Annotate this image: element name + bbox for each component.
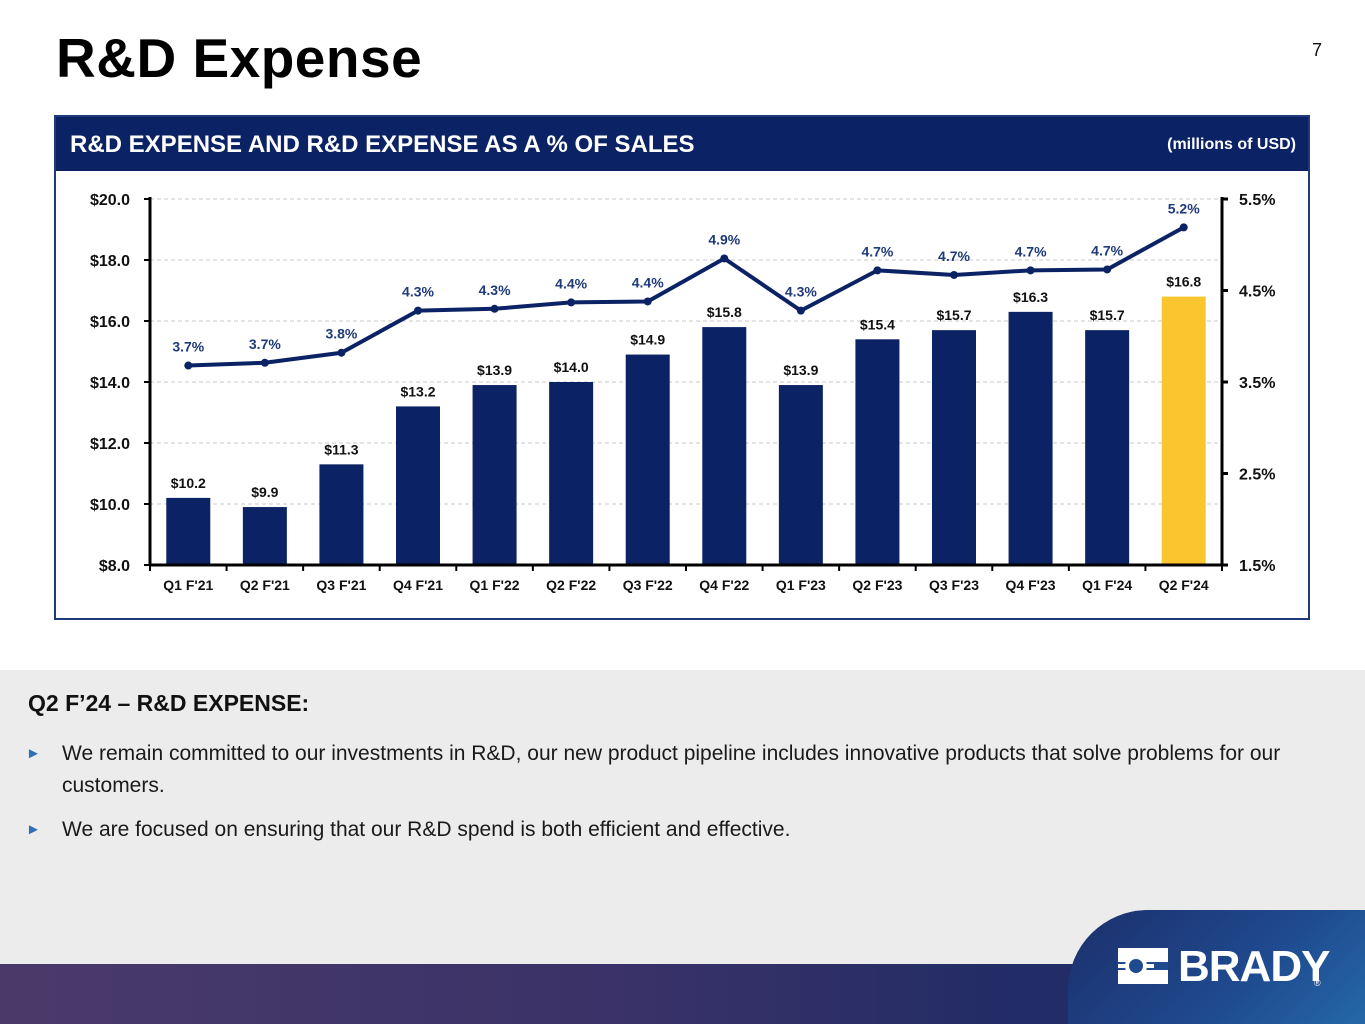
line-data-label: 4.4%: [632, 274, 664, 290]
combo-chart: $8.0 $10.0 $12.0 $14.0 $16.0 $18.0 $20.0 1.5% 2.…: [90, 192, 1276, 593]
x-tick-label: Q4 F'21: [393, 577, 443, 593]
bar-data-label: $9.9: [251, 484, 278, 500]
y-left-tick-label: $18.0: [90, 253, 130, 270]
y-right-tick-label: 2.5%: [1239, 467, 1275, 484]
bar-data-label: $15.8: [707, 304, 742, 320]
y-right-tick-label: 5.5%: [1239, 192, 1275, 209]
bar-data-label: $13.9: [477, 362, 512, 378]
bar: [1085, 330, 1130, 565]
line-point: [643, 297, 652, 306]
line-point: [260, 358, 269, 367]
line-series: [188, 225, 1185, 368]
x-tick-label: Q3 F'21: [316, 577, 366, 593]
x-tick-label: Q3 F'23: [929, 577, 979, 593]
y-right-tick-label: 1.5%: [1239, 558, 1275, 575]
line-point: [567, 298, 576, 307]
bar: [166, 497, 211, 565]
y-left-tick-label: $14.0: [90, 375, 130, 392]
line-data-label: 4.4%: [555, 275, 587, 291]
bar: [932, 330, 976, 565]
x-tick-label: Q2 F'24: [1159, 577, 1209, 593]
bar-data-label: $15.4: [860, 316, 895, 332]
bar-data-label: $15.7: [936, 307, 971, 323]
bar: [1161, 296, 1206, 565]
bar-data-label: $14.9: [630, 332, 665, 348]
line-data-label: 4.9%: [708, 231, 740, 247]
bar-data-label: $16.3: [1013, 289, 1048, 305]
line-data-label: 4.3%: [402, 284, 434, 300]
bar-data-label: $11.3: [324, 441, 358, 457]
logo-text: BRADY: [1178, 942, 1330, 991]
page-number: 7: [1312, 40, 1323, 60]
y-left-tick-label: $12.0: [90, 436, 130, 453]
slide-title: R&D Expense: [56, 27, 423, 89]
bullet-text: We remain committed to our investments i…: [62, 742, 1281, 797]
x-tick-label: Q1 F'21: [163, 577, 213, 593]
brady-logo: BRADY ®: [1118, 942, 1330, 991]
registered-mark: ®: [1314, 978, 1321, 988]
line-data-label: 3.8%: [325, 326, 357, 342]
line-data-label: 3.7%: [172, 339, 204, 355]
triangle-bullet-icon: ►: [26, 821, 41, 838]
line-data-label: 3.7%: [249, 336, 281, 352]
chart-header: R&D EXPENSE AND R&D EXPENSE AS A % OF SA…: [56, 117, 1308, 171]
line-point: [796, 306, 805, 315]
line-point: [490, 304, 499, 313]
line-data-label: 4.7%: [938, 248, 970, 264]
x-tick-label: Q2 F'21: [240, 577, 290, 593]
triangle-bullet-icon: ►: [26, 745, 41, 762]
line-data-label: 4.7%: [1015, 243, 1047, 259]
bar: [319, 464, 364, 565]
line-data-label: 5.2%: [1168, 200, 1200, 216]
bar: [778, 385, 823, 565]
x-tick-label: Q4 F'22: [699, 577, 749, 593]
x-tick-label: Q2 F'23: [852, 577, 902, 593]
x-tick-label: Q1 F'23: [776, 577, 826, 593]
line-point: [1179, 223, 1188, 232]
y-left-tick-label: $10.0: [90, 497, 130, 514]
bar: [702, 327, 747, 565]
x-tick-label: Q3 F'22: [623, 577, 673, 593]
y-left-tick-label: $16.0: [90, 314, 130, 331]
bar-data-label: $13.9: [783, 362, 818, 378]
chart-title: R&D EXPENSE AND R&D EXPENSE AS A % OF SA…: [70, 131, 695, 158]
line-point: [950, 270, 958, 279]
x-tick-label: Q4 F'23: [1006, 577, 1056, 593]
bar: [549, 382, 594, 565]
chart-units: (millions of USD): [1167, 136, 1296, 153]
bar: [1008, 311, 1053, 565]
line-data-label: 4.7%: [1091, 242, 1123, 258]
bar-data-label: $14.0: [554, 359, 589, 375]
commentary-title: Q2 F’24 – R&D EXPENSE:: [28, 690, 310, 716]
bar-data-label: $10.2: [171, 475, 206, 491]
line-point: [1026, 266, 1035, 275]
x-tick-label: Q1 F'24: [1082, 577, 1132, 593]
line-point: [414, 306, 422, 315]
brady-logo-icon: [1118, 948, 1168, 984]
bar-data-label: $15.7: [1090, 307, 1125, 323]
bar: [625, 354, 670, 565]
bar-data-label: $16.8: [1166, 274, 1201, 290]
x-tick-label: Q1 F'22: [470, 577, 520, 593]
y-left-tick-label: $8.0: [99, 558, 130, 575]
line-point: [720, 254, 729, 263]
bar: [855, 339, 900, 565]
line-point: [873, 266, 882, 275]
line-point: [337, 348, 346, 357]
bar-data-label: $13.2: [400, 383, 435, 399]
y-right-tick-label: 3.5%: [1239, 375, 1275, 392]
line-point: [1103, 265, 1112, 274]
line-data-label: 4.3%: [479, 282, 511, 298]
bullet-text: We are focused on ensuring that our R&D …: [62, 818, 791, 841]
bar: [472, 385, 517, 565]
y-left-tick-label: $20.0: [90, 192, 130, 209]
line-data-label: 4.7%: [861, 243, 893, 259]
y-right-tick-label: 4.5%: [1239, 284, 1275, 301]
bar: [242, 507, 287, 565]
line-point: [184, 361, 193, 370]
x-tick-label: Q2 F'22: [546, 577, 596, 593]
line-data-label: 4.3%: [785, 284, 817, 300]
logo-tab: [1068, 910, 1365, 1024]
bar: [396, 406, 440, 565]
